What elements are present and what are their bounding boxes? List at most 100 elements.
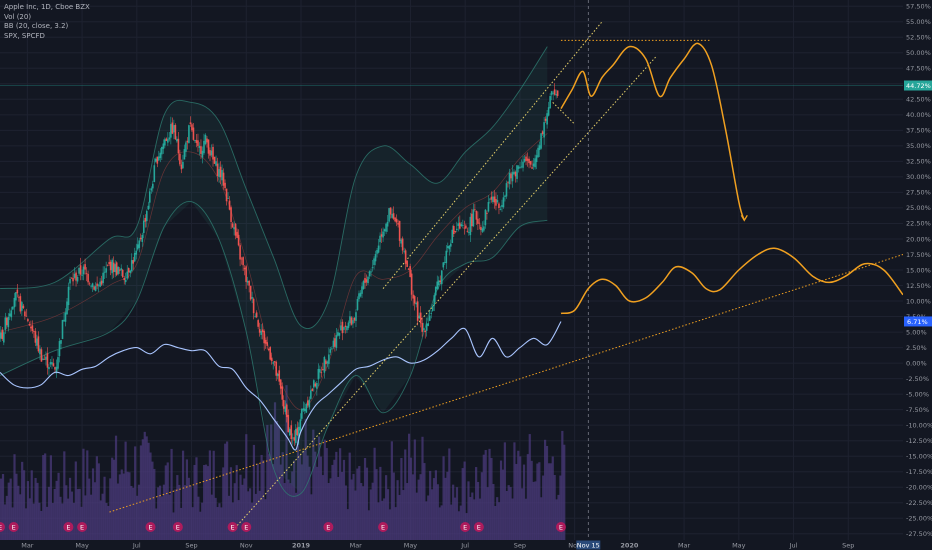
candle-body: [382, 231, 384, 238]
volume-bar: [114, 435, 118, 540]
volume-bar: [168, 494, 171, 540]
event-markers[interactable]: EEEEEEEEEEEEE: [0, 522, 566, 532]
candle-body: [78, 267, 80, 274]
earnings-marker: [555, 522, 566, 532]
x-tick-label: May: [732, 542, 746, 550]
candle-body: [556, 90, 559, 96]
candle-body: [459, 222, 461, 229]
candle-body: [25, 315, 28, 317]
earnings-marker-label: E: [326, 523, 330, 531]
volume-bar: [145, 436, 148, 540]
candle-body: [114, 264, 116, 273]
volume-bar: [67, 498, 70, 540]
candle-body: [118, 269, 121, 271]
volume-bar: [346, 509, 349, 540]
candle-body: [448, 245, 451, 250]
candle-body: [529, 161, 532, 165]
candle-body: [433, 295, 436, 306]
y-tick-label: 15.00%: [906, 266, 931, 274]
volume-bar: [227, 495, 231, 540]
earnings-marker-label: E: [148, 523, 152, 531]
candle-body: [477, 218, 479, 224]
volume-bar: [312, 429, 315, 540]
y-tick-label: 52.50%: [906, 34, 931, 42]
candle-body: [212, 146, 214, 160]
volume-bar: [36, 482, 39, 540]
candle-body: [155, 158, 157, 162]
y-tick-label: 5.00%: [906, 328, 927, 336]
candle-body: [171, 122, 174, 134]
candle-body: [102, 272, 104, 283]
x-tick-label: Sep: [842, 542, 854, 550]
legend-symbol[interactable]: Apple Inc, 1D, Cboe BZX: [4, 3, 90, 11]
candle-body: [436, 281, 439, 289]
y-tick-label: -12.50%: [906, 437, 932, 445]
candle-body: [544, 118, 547, 121]
legend-bollinger[interactable]: BB (20, close, 3.2): [4, 22, 69, 30]
candle-body: [103, 271, 106, 273]
y-tick-label: 42.50%: [906, 96, 931, 104]
candle-body: [311, 388, 314, 391]
volume-bar: [337, 476, 340, 540]
volume-bar: [285, 385, 288, 540]
candle-body: [371, 267, 374, 268]
volume-bar: [333, 459, 336, 540]
candle-body: [186, 140, 189, 143]
volume-bar: [166, 462, 169, 540]
candle-body: [203, 140, 205, 154]
candle-body: [152, 183, 154, 189]
candle-body: [462, 225, 464, 226]
candle-body: [189, 122, 192, 124]
candle-body: [456, 228, 458, 230]
volume-bar: [563, 444, 566, 540]
volume-bar: [44, 453, 47, 540]
candle-body: [115, 262, 118, 276]
volume-bar: [32, 503, 35, 540]
volume-bar: [555, 499, 558, 540]
volume-bar: [505, 490, 508, 540]
candle-body: [133, 252, 136, 262]
volume-bar: [206, 466, 210, 540]
volume-bar: [559, 475, 562, 540]
candle-body: [242, 257, 244, 266]
candle-body: [90, 285, 92, 287]
candle-body: [307, 400, 309, 406]
volume-bar: [155, 508, 158, 540]
candle-body: [437, 280, 440, 285]
volume-bar: [521, 488, 524, 540]
volume-bar: [101, 493, 104, 540]
volume-bar: [386, 489, 390, 540]
bollinger-upper: [0, 46, 548, 329]
volume-bar: [363, 457, 367, 540]
spx-projection: [560, 247, 904, 315]
candle-body: [222, 172, 225, 186]
candle-body: [349, 316, 351, 324]
candle-body: [346, 326, 348, 331]
candle-body: [492, 196, 494, 203]
volume-bar: [247, 491, 250, 540]
earnings-marker-label: E: [66, 523, 70, 531]
volume-bar: [7, 482, 10, 540]
volume-bar: [287, 479, 290, 540]
candle-body: [4, 317, 7, 330]
candle-body: [109, 261, 112, 271]
candle-body: [478, 222, 481, 224]
time-scale[interactable]: Mar May Jul Sep Nov 2019 Mar May Jul Sep Nov 2020 Ma…: [0, 540, 932, 550]
legend-spx[interactable]: SPX, SPCFD: [4, 31, 45, 40]
candle-body: [246, 280, 249, 283]
candle-body: [454, 231, 457, 232]
y-tick-label: 2.50%: [906, 344, 927, 352]
volume-bar: [482, 454, 485, 540]
earnings-marker-label: E: [0, 523, 2, 531]
volume-bars: [0, 385, 566, 540]
earnings-marker-label: E: [381, 523, 385, 531]
candle-body: [36, 338, 38, 346]
price-scale[interactable]: 57.50%55.00%52.50%50.00%47.50%45.00%42.5…: [903, 0, 932, 550]
candle-body: [368, 271, 371, 277]
candle-body: [52, 363, 55, 367]
volume-bar: [467, 481, 470, 540]
date-badge-label: Nov 15: [577, 541, 600, 549]
volume-bar: [427, 495, 430, 540]
legend-volume[interactable]: Vol (20): [4, 12, 32, 21]
